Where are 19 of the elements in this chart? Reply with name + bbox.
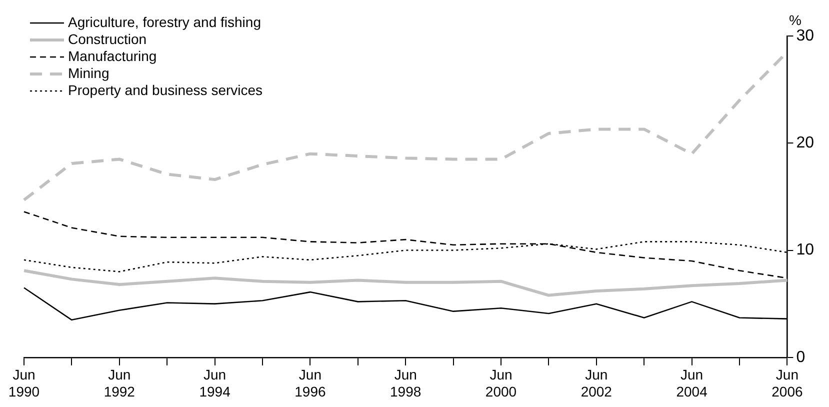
- y-tick-label: 20: [796, 134, 814, 152]
- legend-label: Construction: [68, 31, 147, 48]
- x-tick-label: Jun 1996: [294, 366, 326, 400]
- legend-label: Mining: [68, 65, 110, 82]
- x-tick-label: Jun 2000: [485, 366, 517, 400]
- y-axis-title: %: [788, 12, 802, 28]
- x-tick-label: Jun 1998: [390, 366, 422, 400]
- y-tick-label: 30: [796, 27, 814, 44]
- x-tick-label: Jun 1994: [199, 366, 231, 400]
- x-tick-label: Jun 2006: [772, 366, 803, 400]
- x-tick-label: Jun 2002: [580, 366, 612, 400]
- x-tick-label: Jun 1992: [104, 366, 136, 400]
- legend-label: Manufacturing: [68, 48, 157, 65]
- legend-label: Property and business services: [68, 82, 263, 99]
- y-tick-label: 10: [796, 242, 814, 259]
- y-tick-label: 0: [796, 348, 806, 366]
- x-tick-label: Jun 1990: [8, 366, 40, 400]
- x-tick-label: Jun 2004: [676, 366, 708, 400]
- legend-label: Agriculture, forestry and fishing: [68, 14, 261, 31]
